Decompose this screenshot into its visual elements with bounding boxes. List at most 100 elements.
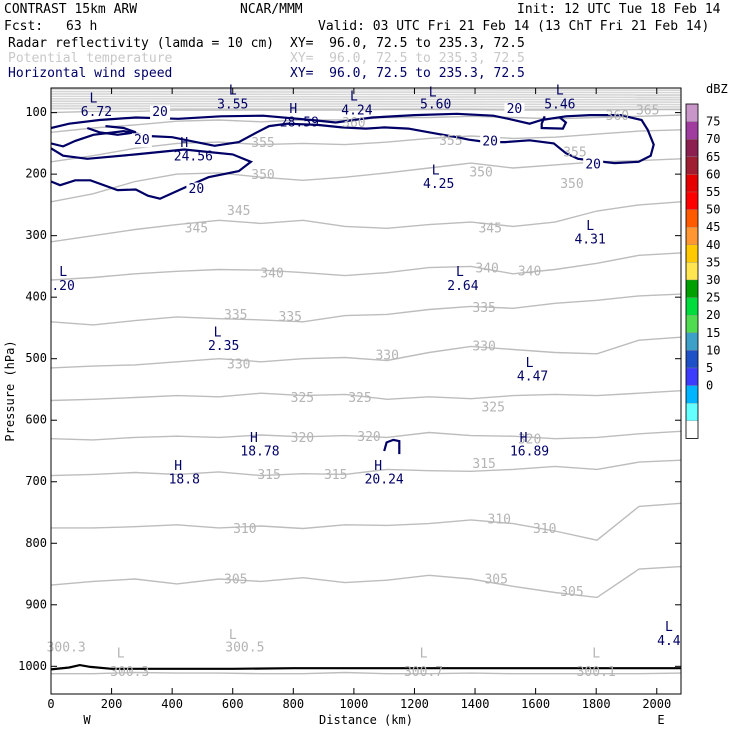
y-tick-label: 800 [25,536,47,550]
wind-extremum-label: 18.8 [169,472,200,487]
theta-contour-315 [51,459,681,477]
wind-extremum-label: 18.78 [240,445,279,460]
theta-contour-335 [51,293,681,326]
upper-contour-band-line [50,101,682,104]
wind-extremum-label: H [174,459,182,474]
upper-contour-band-line [50,99,682,102]
legend-color-box [685,297,699,316]
theta-label: 300.1 [577,665,616,680]
legend-color-box [685,227,699,245]
legend-color-box [685,332,699,351]
legend-level-label: 10 [706,343,720,357]
theta-contour-325 [51,390,681,402]
legend-level-label: 30 [706,273,720,287]
wind-extremum-label: L [59,265,67,280]
legend-color-box [685,350,699,369]
fcst-value: 63 h [66,19,98,34]
theta-label: 340 [518,264,541,279]
legend-color-box [685,209,699,228]
theta-label: 345 [185,221,208,236]
theta-label: 305 [224,573,247,588]
wind-extremum-label: L [456,265,464,280]
wind-extremum-label: 5.60 [420,98,451,113]
wind-contour-label-bg [186,182,207,197]
wind-extremum-label: L [350,90,358,105]
x-tick-label: 1200 [400,697,429,711]
wind-extremum-label: 2.64 [447,279,478,294]
theta-contour-330 [51,336,681,369]
theta-label: 355 [251,136,274,151]
wind-extremum-label: 16.89 [510,445,549,460]
y-tick-label: 500 [25,351,47,365]
wind-extremum-label: 4.4 [657,634,681,649]
theta-contour-350 [51,158,681,203]
wind-contour-label: 20 [507,102,523,117]
wind-extremum-label: H [250,431,258,446]
legend-level-label: 35 [706,255,720,269]
field-theta-name: Potential temperature [8,51,173,66]
y-tick-label: 100 [25,105,47,119]
theta-label: 355 [439,134,462,149]
wind-extremum-label: H [374,459,382,474]
wind-extremum-label: L [526,356,534,371]
theta-label: 300.7 [404,665,443,680]
theta-label: L [420,647,428,662]
wind-extremum-label: 20.24 [365,472,404,487]
theta-label: 365 [636,103,659,118]
wind-extremum-label: 4.31 [574,232,605,247]
wind-contour-label-bg [150,105,171,120]
init-time: Init: 12 UTC Tue 18 Feb 14 [517,2,721,17]
theta-label: 345 [478,221,501,236]
wind-extremum-label: L [586,219,594,234]
x-tick-label: 600 [222,697,244,711]
legend-level-label: 60 [706,167,720,181]
wind-extremum-label: H [289,102,297,117]
x-tick-label: 0 [47,697,54,711]
legend-color-box [685,315,699,333]
upper-contour-band-line [50,89,682,92]
y-tick-label: 400 [25,290,47,304]
theta-label: 305 [484,573,507,588]
fcst-label: Fcst: [4,19,44,34]
legend-color-box [685,403,699,421]
wind-extremum-label: 4.47 [517,370,548,385]
legend-level-label: 5 [706,361,713,375]
legend-color-box [685,191,699,210]
west-end-label: W [83,713,91,727]
wind-extremum-label: 28.59 [280,116,319,131]
field-reflectivity-xy: XY= 96.0, 72.5 to 235.3, 72.5 [290,36,525,51]
theta-label: 355 [563,146,586,161]
legend-level-label: 0 [706,379,713,393]
theta-label: 315 [257,468,280,483]
wind-extremum-label: 24.56 [174,149,213,164]
upper-contour-band-line [50,97,682,99]
x-tick-label: 1000 [339,697,368,711]
theta-label: 315 [472,457,495,472]
theta-label: 320 [291,431,314,446]
valid-time: Valid: 03 UTC Fri 21 Feb 14 (13 ChT Fri … [318,19,710,34]
wind-contour-label: 20 [482,135,498,150]
theta-label: 310 [533,522,556,537]
wind-extremum-label: H [180,136,188,151]
legend-color-box [685,244,699,263]
wind-speed-contour-20 [51,112,655,165]
y-tick-label: 1000 [18,659,47,673]
theta-label: 300.3 [110,665,149,680]
theta-label: 320 [357,430,380,445]
x-tick-label: 800 [282,697,304,711]
wind-extremum-label: L [429,85,437,100]
theta-label: 350 [469,165,492,180]
wind-extremum-label: L [556,84,564,99]
legend-color-box [685,367,699,386]
theta-label: 350 [251,168,274,183]
legend-level-label: 55 [706,185,720,199]
theta-label: 325 [291,391,314,406]
theta-label: L [592,647,600,662]
wind-contour-label-bg [480,135,501,150]
legend-unit-label: dBZ [706,82,728,96]
wind-extremum-label: .20 [51,279,74,294]
legend-color-box [685,103,699,122]
legend-level-label: 15 [706,326,720,340]
wind-contour-label: 20 [134,133,150,148]
